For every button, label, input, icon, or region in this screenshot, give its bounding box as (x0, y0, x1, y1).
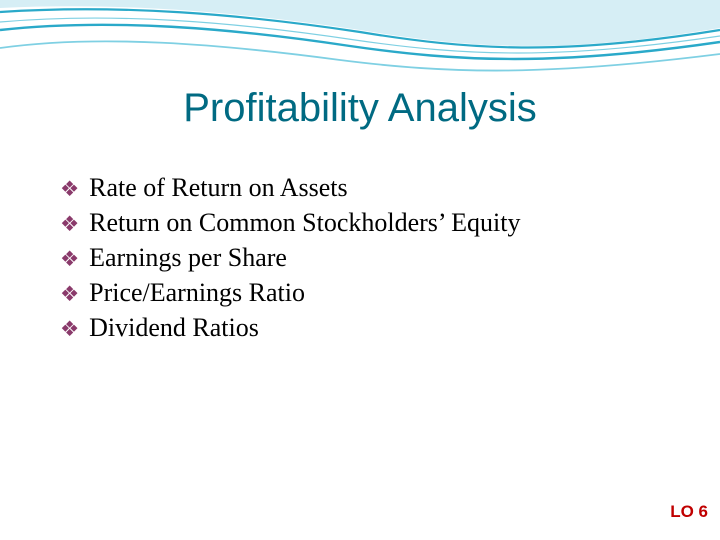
list-item: ❖ Dividend Ratios (60, 310, 660, 345)
diamond-bullet-icon: ❖ (60, 210, 79, 239)
diamond-bullet-icon: ❖ (60, 245, 79, 274)
wave-stroke-mid (0, 25, 720, 59)
list-item: ❖ Return on Common Stockholders’ Equity (60, 205, 660, 240)
list-item-label: Return on Common Stockholders’ Equity (89, 205, 520, 240)
diamond-bullet-icon: ❖ (60, 175, 79, 204)
wave-fill (0, 0, 720, 46)
diamond-bullet-icon: ❖ (60, 315, 79, 344)
list-item-label: Rate of Return on Assets (89, 170, 348, 205)
footer-text: LO 6 (670, 502, 708, 521)
page-title-text: Profitability Analysis (183, 86, 536, 130)
diamond-bullet-icon: ❖ (60, 280, 79, 309)
list-item: ❖ Earnings per Share (60, 240, 660, 275)
page-title: Profitability Analysis (0, 86, 720, 131)
list-item: ❖ Rate of Return on Assets (60, 170, 660, 205)
list-item-label: Earnings per Share (89, 240, 287, 275)
wave-stroke-light (0, 18, 720, 53)
bullet-list: ❖ Rate of Return on Assets ❖ Return on C… (60, 170, 660, 345)
learning-objective-label: LO 6 (670, 502, 708, 522)
list-item-label: Price/Earnings Ratio (89, 275, 305, 310)
decorative-wave (0, 0, 720, 90)
list-item-label: Dividend Ratios (89, 310, 259, 345)
wave-stroke-lower (0, 41, 720, 70)
wave-stroke-upper (0, 9, 720, 47)
list-item: ❖ Price/Earnings Ratio (60, 275, 660, 310)
